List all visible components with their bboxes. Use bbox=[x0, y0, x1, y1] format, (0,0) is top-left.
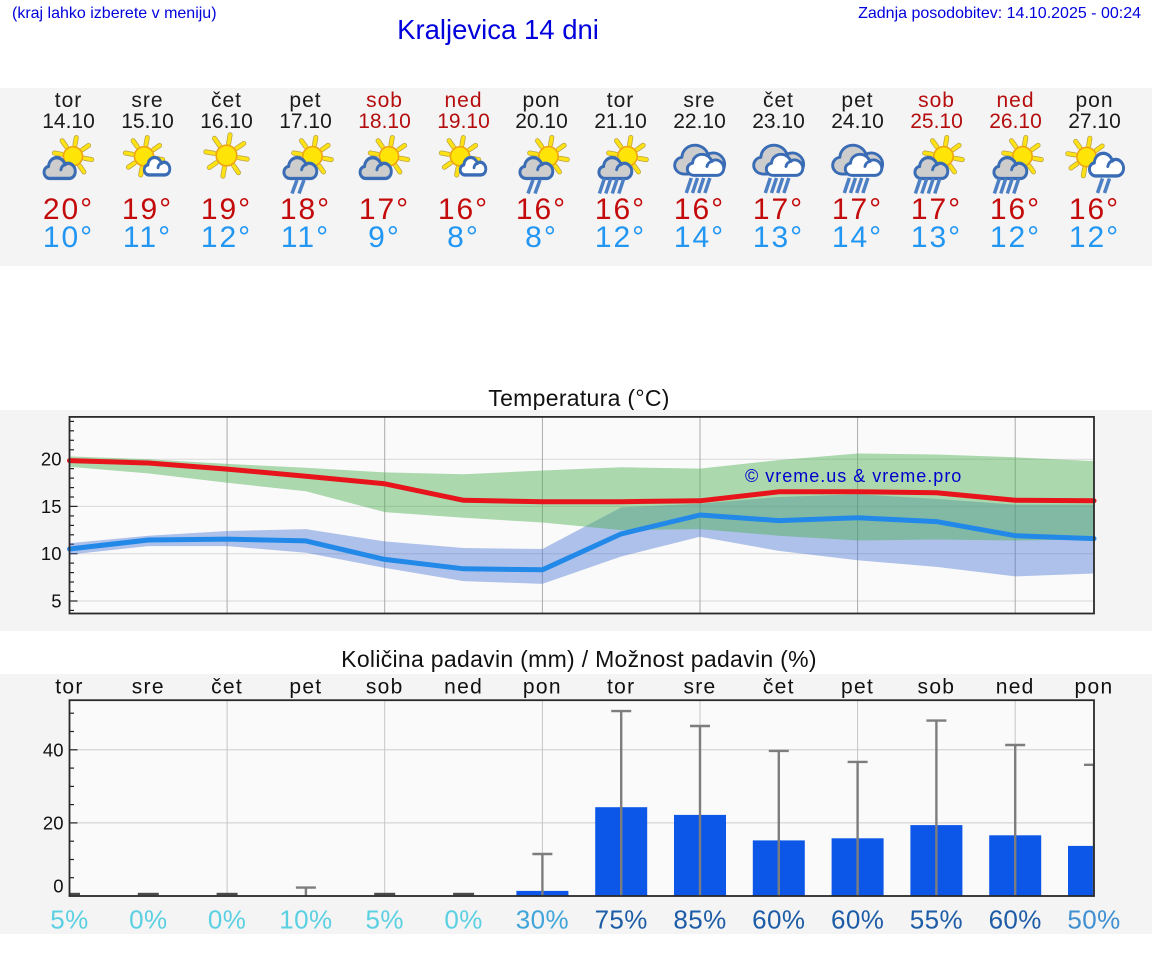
svg-text:75%: 75% bbox=[595, 905, 648, 935]
svg-text:60%: 60% bbox=[752, 905, 805, 935]
svg-text:čet: čet bbox=[763, 676, 795, 699]
svg-text:55%: 55% bbox=[910, 905, 963, 935]
svg-text:pet: pet bbox=[841, 676, 874, 699]
svg-text:20: 20 bbox=[43, 812, 64, 833]
svg-text:10%: 10% bbox=[279, 905, 332, 935]
svg-text:85%: 85% bbox=[673, 905, 726, 935]
svg-text:pon: pon bbox=[523, 676, 562, 699]
svg-text:30%: 30% bbox=[516, 905, 569, 935]
svg-text:0: 0 bbox=[53, 876, 63, 897]
svg-text:50%: 50% bbox=[1067, 905, 1120, 935]
svg-text:tor: tor bbox=[607, 676, 635, 699]
svg-text:20: 20 bbox=[41, 449, 62, 470]
svg-text:15: 15 bbox=[41, 496, 62, 517]
svg-text:60%: 60% bbox=[989, 905, 1042, 935]
svg-text:sre: sre bbox=[683, 676, 716, 699]
svg-text:čet: čet bbox=[211, 676, 243, 699]
svg-text:0%: 0% bbox=[129, 905, 167, 935]
svg-text:0%: 0% bbox=[444, 905, 482, 935]
svg-text:pon: pon bbox=[1075, 676, 1114, 699]
svg-text:5: 5 bbox=[51, 591, 61, 612]
svg-text:sob: sob bbox=[366, 676, 404, 699]
svg-text:sre: sre bbox=[132, 676, 165, 699]
svg-text:pet: pet bbox=[289, 676, 322, 699]
svg-text:10: 10 bbox=[41, 543, 62, 564]
svg-text:0%: 0% bbox=[208, 905, 246, 935]
svg-text:ned: ned bbox=[996, 676, 1035, 699]
svg-text:© vreme.us & vreme.pro: © vreme.us & vreme.pro bbox=[745, 466, 962, 486]
svg-text:5%: 5% bbox=[366, 905, 404, 935]
svg-text:60%: 60% bbox=[831, 905, 884, 935]
svg-text:40: 40 bbox=[43, 739, 64, 760]
svg-text:tor: tor bbox=[55, 676, 83, 699]
svg-text:sob: sob bbox=[918, 676, 956, 699]
svg-text:ned: ned bbox=[444, 676, 483, 699]
svg-text:5%: 5% bbox=[50, 905, 88, 935]
